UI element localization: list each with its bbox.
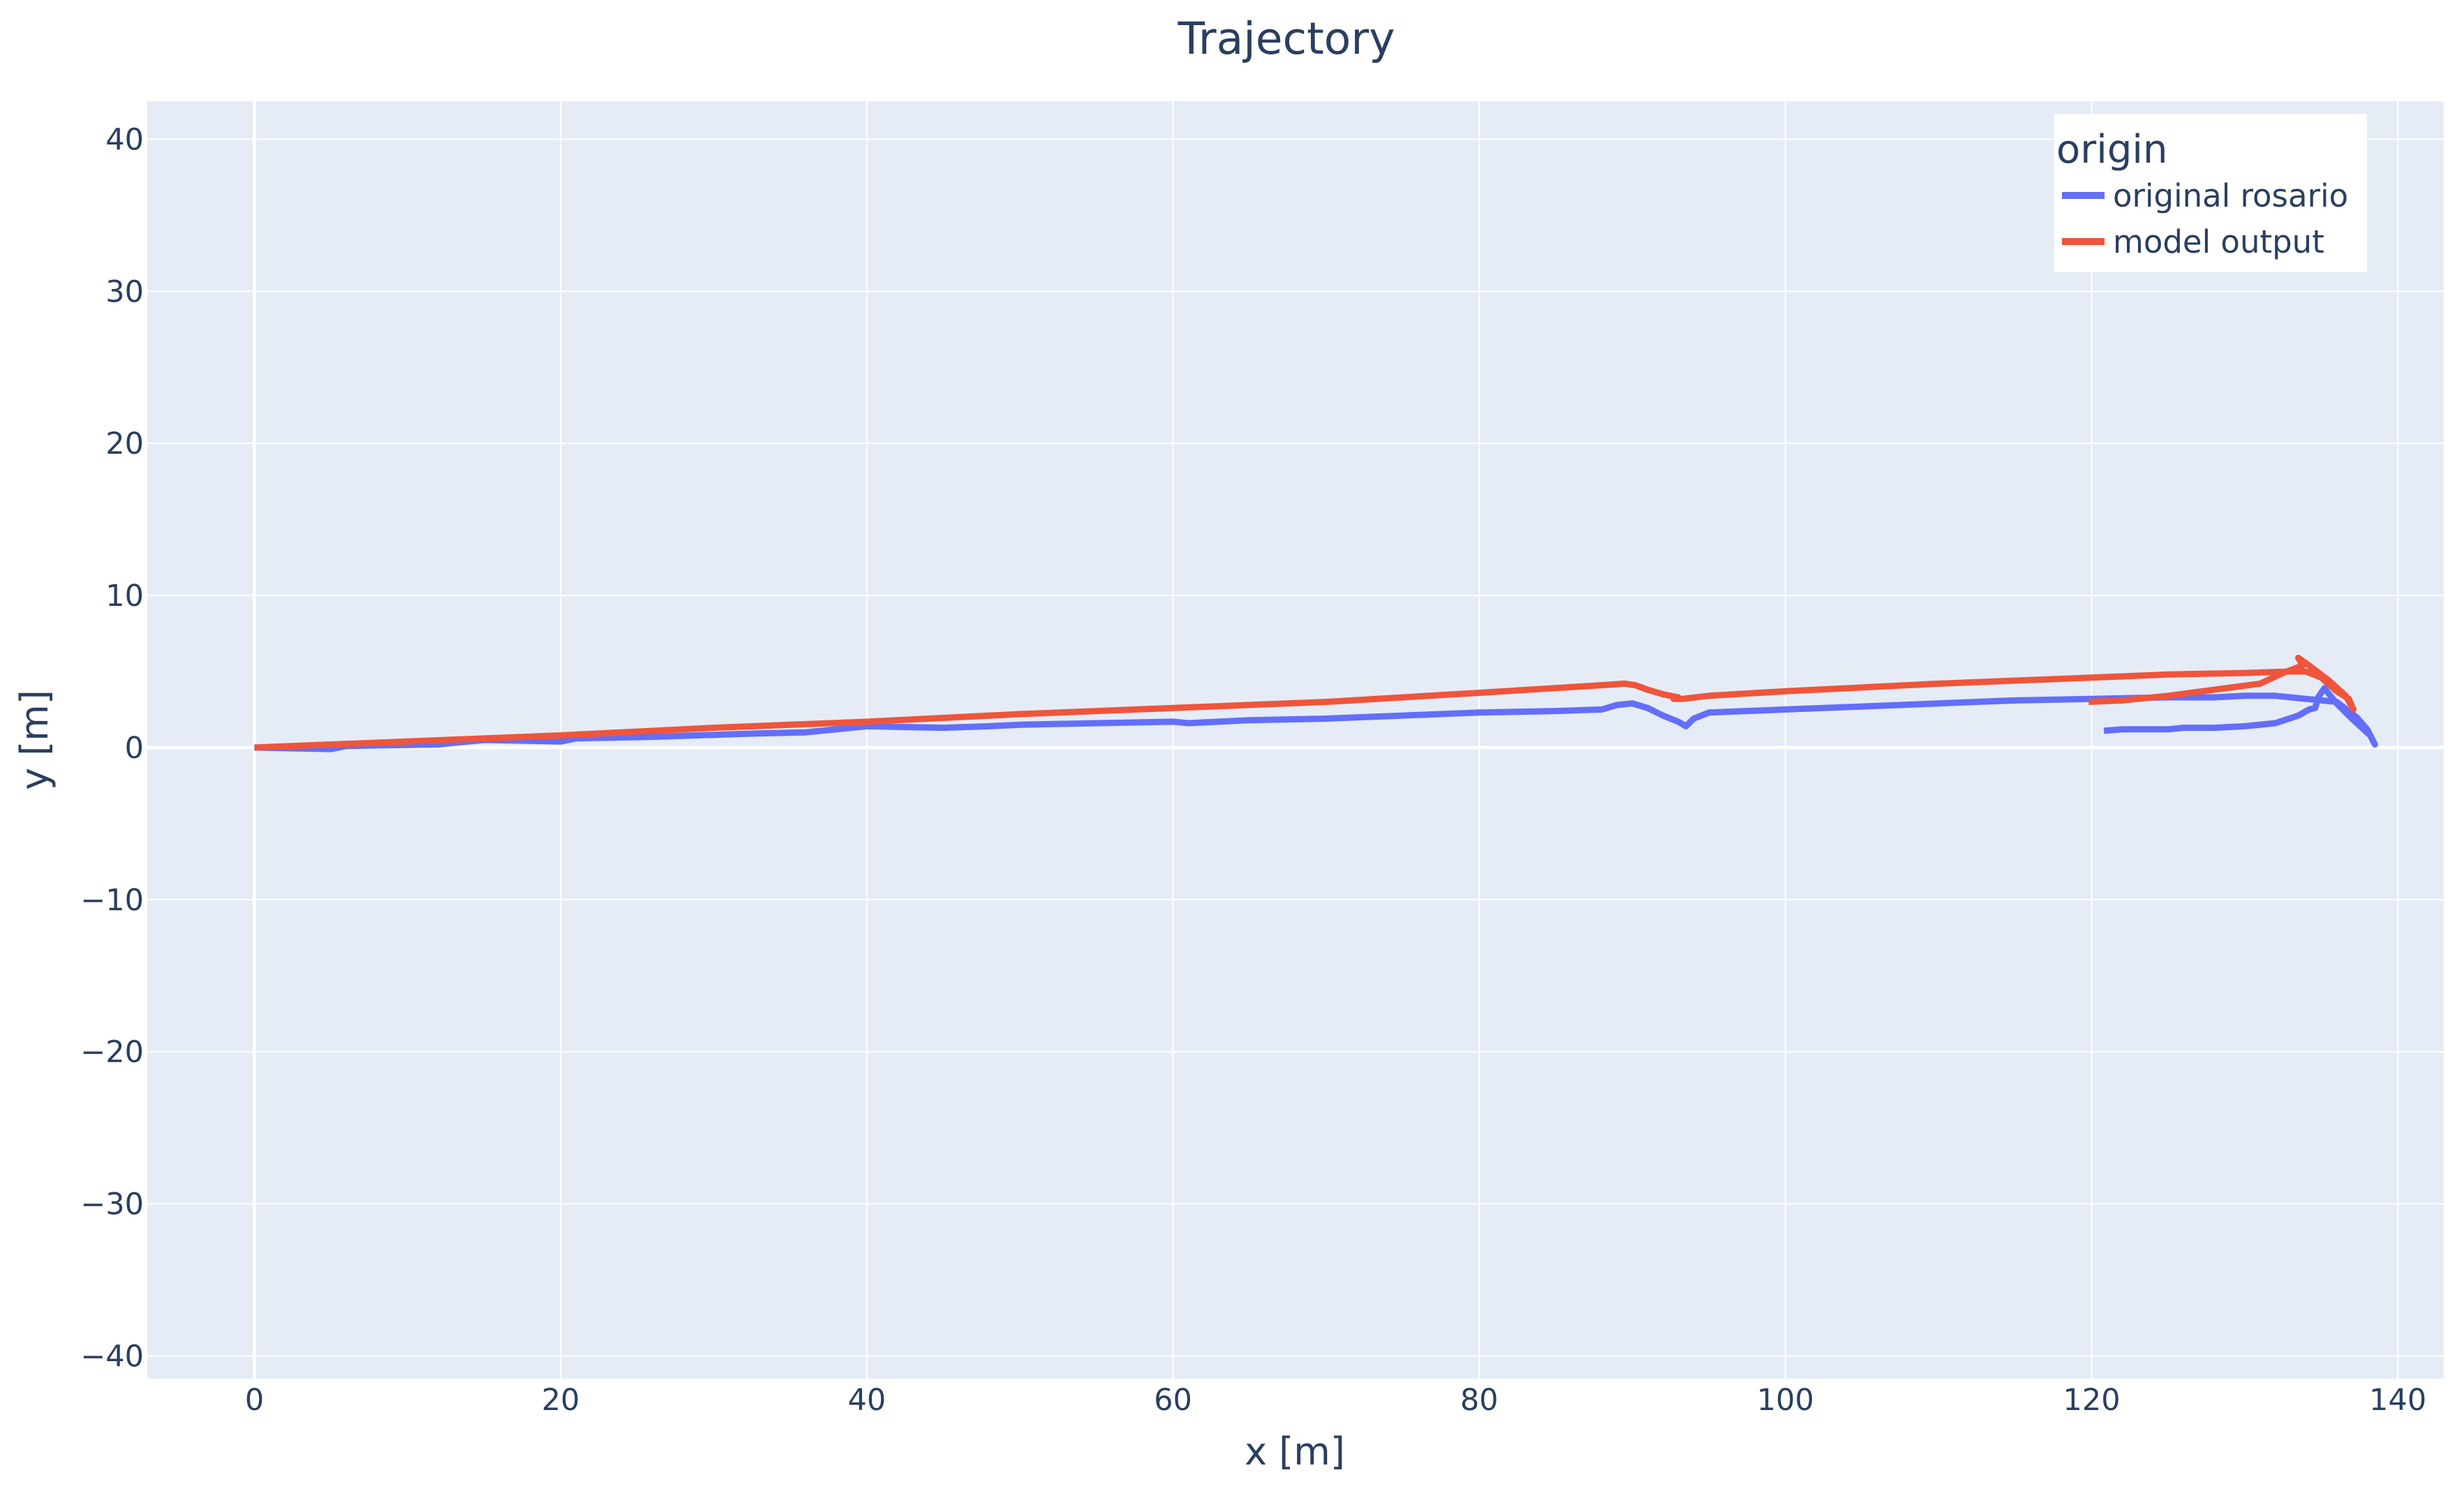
x-tick-label: 20 [542,1383,580,1418]
x-tick-label: 0 [245,1383,264,1418]
series-layer [254,654,2378,752]
y-axis-ticks: 40 30 20 10 0 −10 −20 −30 −40 [80,122,144,1374]
x-tick-label: 120 [2063,1383,2120,1418]
y-tick-label: 30 [105,274,144,309]
series-line-original-rosario[interactable] [254,685,2378,752]
x-tick-label: 40 [848,1383,886,1418]
x-tick-label: 80 [1460,1383,1499,1418]
x-tick-label: 100 [1757,1383,1814,1418]
x-tick-label: 60 [1154,1383,1192,1418]
y-tick-label: 40 [105,122,144,157]
legend-label-original-rosario: original rosario [2113,177,2348,214]
y-tick-label: −20 [80,1035,144,1070]
y-axis-title: y [m] [13,690,57,790]
legend-item-original-rosario[interactable]: original rosario [2062,177,2348,214]
y-tick-label: −10 [80,883,144,918]
y-tick-label: 0 [125,731,144,766]
x-axis-title: x [m] [1245,1430,1345,1474]
y-tick-label: 20 [105,427,144,461]
y-tick-label: −30 [80,1187,144,1222]
x-tick-label: 140 [2369,1383,2426,1418]
legend-label-model-output: model output [2113,223,2324,260]
y-tick-label: −40 [80,1339,144,1374]
x-axis-ticks: 0 20 40 60 80 100 120 140 [245,1383,2426,1418]
zero-lines [147,101,2444,1379]
legend-item-model-output[interactable]: model output [2062,223,2324,260]
chart-title: Trajectory [1177,13,1395,64]
legend[interactable]: origin original rosario model output [2054,114,2367,272]
series-line-model-output[interactable] [254,654,2357,751]
legend-title: origin [2056,127,2167,172]
legend-box [2054,114,2367,272]
y-tick-label: 10 [105,579,144,614]
grid-lines [147,101,2444,1379]
